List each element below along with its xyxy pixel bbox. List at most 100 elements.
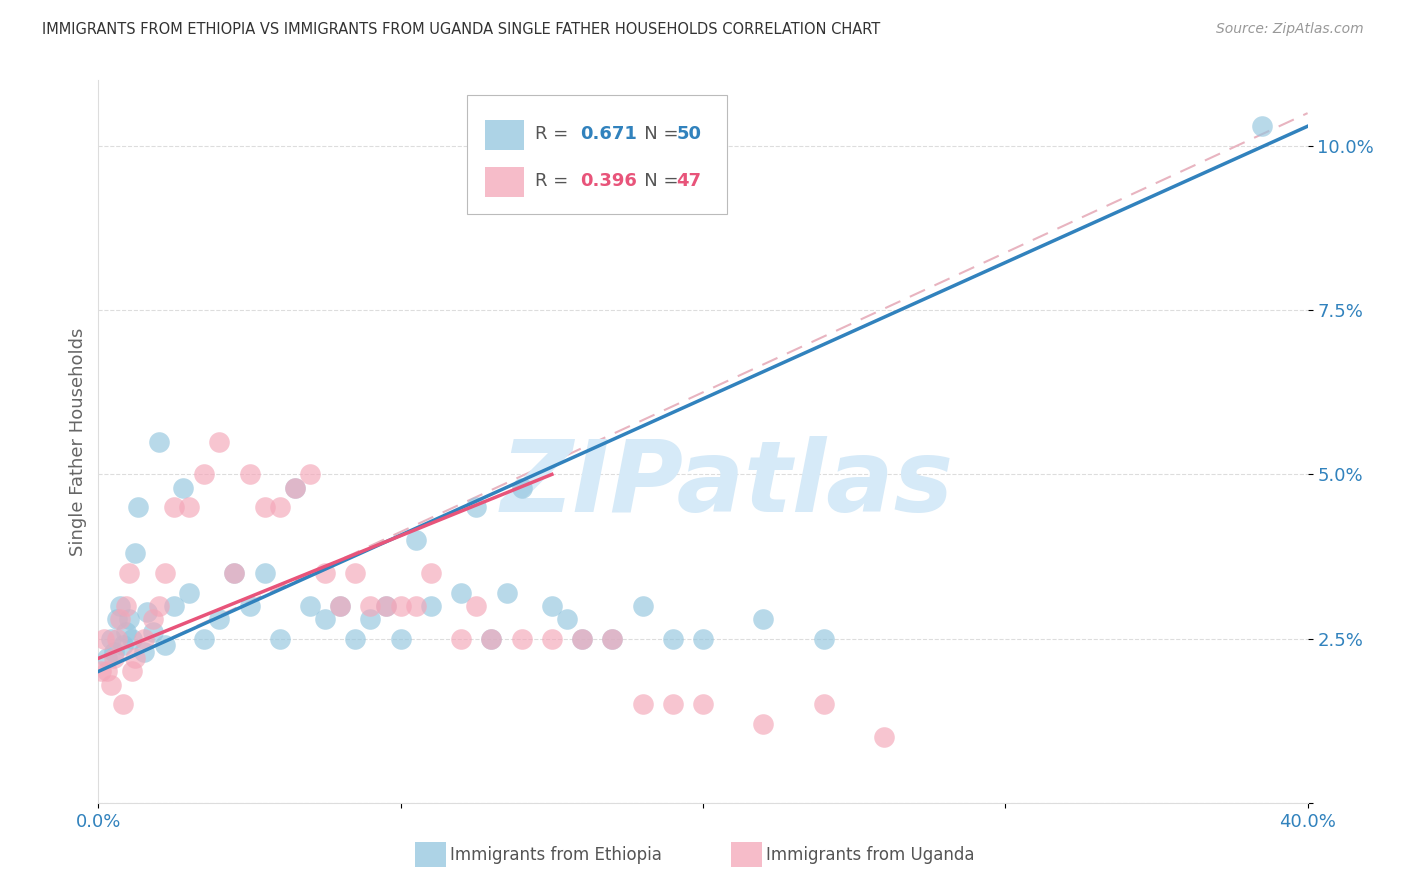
Text: 47: 47 bbox=[676, 172, 702, 190]
Point bbox=[111, 638, 134, 652]
Point bbox=[132, 632, 155, 646]
Point bbox=[631, 698, 654, 712]
Point bbox=[510, 632, 533, 646]
Point bbox=[153, 566, 176, 580]
Point bbox=[105, 612, 128, 626]
Point bbox=[314, 612, 336, 626]
Point bbox=[284, 481, 307, 495]
Point bbox=[661, 632, 683, 646]
Text: 0.396: 0.396 bbox=[579, 172, 637, 190]
Point bbox=[495, 585, 517, 599]
FancyBboxPatch shape bbox=[485, 167, 524, 197]
Point bbox=[329, 599, 352, 613]
Point bbox=[132, 645, 155, 659]
Point bbox=[179, 585, 201, 599]
Point bbox=[813, 632, 835, 646]
Point bbox=[329, 599, 352, 613]
Point bbox=[114, 625, 136, 640]
Point bbox=[224, 566, 246, 580]
Point bbox=[299, 599, 322, 613]
Point bbox=[873, 730, 896, 744]
Point bbox=[135, 605, 157, 619]
Point bbox=[103, 651, 125, 665]
Point bbox=[208, 612, 231, 626]
FancyBboxPatch shape bbox=[467, 95, 727, 214]
Point bbox=[118, 612, 141, 626]
Point bbox=[631, 599, 654, 613]
Point bbox=[253, 500, 276, 515]
Point bbox=[465, 500, 488, 515]
Text: R =: R = bbox=[534, 126, 574, 144]
Point bbox=[148, 434, 170, 449]
Point bbox=[124, 546, 146, 560]
Point bbox=[172, 481, 194, 495]
Point bbox=[450, 632, 472, 646]
Text: 0.671: 0.671 bbox=[579, 126, 637, 144]
Point bbox=[114, 599, 136, 613]
Point bbox=[224, 566, 246, 580]
Point bbox=[389, 632, 412, 646]
Y-axis label: Single Father Households: Single Father Households bbox=[69, 327, 87, 556]
Point bbox=[121, 665, 143, 679]
Point bbox=[239, 599, 262, 613]
Point bbox=[752, 717, 775, 731]
Point bbox=[555, 612, 578, 626]
Point bbox=[540, 599, 562, 613]
Text: Source: ZipAtlas.com: Source: ZipAtlas.com bbox=[1216, 22, 1364, 37]
Point bbox=[374, 599, 396, 613]
Point bbox=[96, 651, 118, 665]
Point bbox=[602, 632, 624, 646]
Point bbox=[118, 566, 141, 580]
Text: IMMIGRANTS FROM ETHIOPIA VS IMMIGRANTS FROM UGANDA SINGLE FATHER HOUSEHOLDS CORR: IMMIGRANTS FROM ETHIOPIA VS IMMIGRANTS F… bbox=[42, 22, 880, 37]
Point bbox=[193, 467, 215, 482]
Text: ZIPatlas: ZIPatlas bbox=[501, 436, 953, 533]
FancyBboxPatch shape bbox=[485, 120, 524, 151]
Point bbox=[481, 632, 503, 646]
Point bbox=[389, 599, 412, 613]
Point bbox=[344, 632, 367, 646]
Point bbox=[450, 585, 472, 599]
Point bbox=[374, 599, 396, 613]
Point bbox=[153, 638, 176, 652]
Point bbox=[269, 500, 291, 515]
Point bbox=[481, 632, 503, 646]
Point bbox=[269, 632, 291, 646]
Text: R =: R = bbox=[534, 172, 574, 190]
Point bbox=[344, 566, 367, 580]
Point bbox=[299, 467, 322, 482]
Point bbox=[111, 698, 134, 712]
Point bbox=[405, 599, 427, 613]
Point bbox=[124, 651, 146, 665]
Point bbox=[752, 612, 775, 626]
Point bbox=[108, 612, 131, 626]
Point bbox=[193, 632, 215, 646]
Point bbox=[142, 625, 165, 640]
Point bbox=[103, 645, 125, 659]
Text: N =: N = bbox=[627, 126, 685, 144]
Point bbox=[692, 698, 714, 712]
Point bbox=[163, 500, 186, 515]
Point bbox=[121, 632, 143, 646]
Point bbox=[692, 632, 714, 646]
Point bbox=[127, 500, 149, 515]
Point bbox=[90, 665, 112, 679]
Point bbox=[284, 481, 307, 495]
Point bbox=[314, 566, 336, 580]
Point bbox=[540, 632, 562, 646]
Point bbox=[100, 632, 122, 646]
Text: Immigrants from Uganda: Immigrants from Uganda bbox=[766, 846, 974, 863]
Point bbox=[208, 434, 231, 449]
Point bbox=[465, 599, 488, 613]
Point bbox=[405, 533, 427, 547]
Point bbox=[148, 599, 170, 613]
Point bbox=[571, 632, 593, 646]
Point bbox=[105, 632, 128, 646]
Point bbox=[1251, 120, 1274, 134]
Point bbox=[239, 467, 262, 482]
Point bbox=[420, 566, 443, 580]
Point bbox=[813, 698, 835, 712]
Point bbox=[100, 677, 122, 691]
Point bbox=[661, 698, 683, 712]
Point bbox=[602, 632, 624, 646]
Point bbox=[163, 599, 186, 613]
